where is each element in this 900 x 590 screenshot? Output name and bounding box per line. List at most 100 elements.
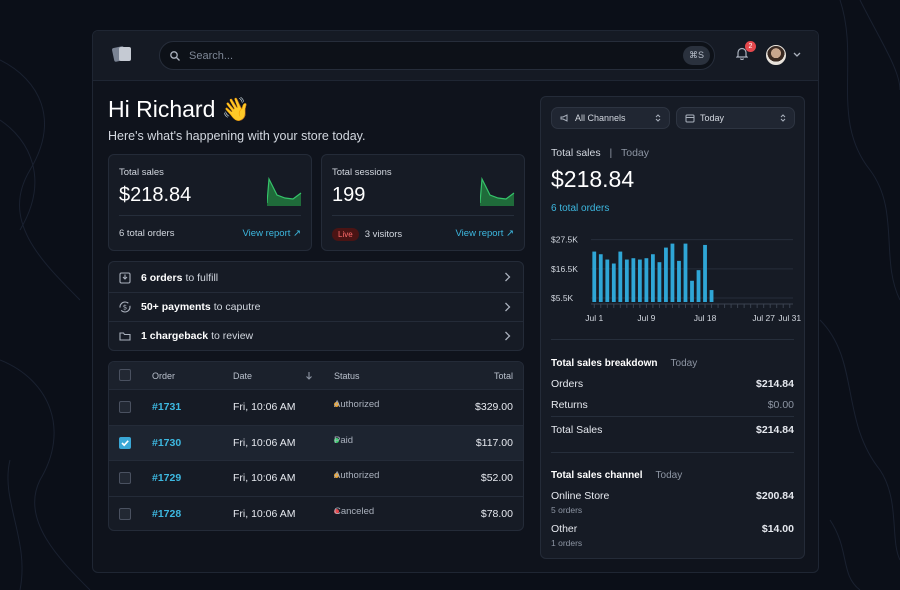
channel-row: Online Store 5 orders $200.84 bbox=[551, 490, 794, 515]
chart-bar[interactable] bbox=[624, 259, 629, 302]
page-title: Hi Richard 👋 bbox=[108, 96, 251, 122]
sales-panel: All Channels Today Total sales | Today $… bbox=[540, 96, 805, 559]
chart-bar[interactable] bbox=[651, 254, 655, 302]
view-report-link[interactable]: View report ↗ bbox=[242, 228, 301, 239]
top-bar: ⌘S 2 bbox=[93, 31, 818, 81]
chart-bar[interactable] bbox=[644, 258, 649, 302]
search-bar[interactable]: ⌘S bbox=[159, 41, 715, 70]
folder-icon bbox=[119, 332, 131, 341]
search-icon bbox=[170, 50, 180, 61]
bell-icon[interactable] bbox=[736, 47, 748, 60]
chart-bar[interactable] bbox=[592, 251, 597, 302]
stat-label: Total sessions bbox=[332, 167, 392, 178]
updown-icon bbox=[655, 114, 661, 122]
chart-bar[interactable] bbox=[709, 290, 714, 302]
table-row[interactable]: #1731 Fri, 10:06 AM Authorized $329.00 bbox=[109, 389, 523, 425]
order-date: Fri, 10:06 AM bbox=[233, 472, 296, 484]
orders-table: Order Date Status Total #1731 Fri, 10:06 … bbox=[108, 361, 524, 531]
column-status[interactable]: Status bbox=[334, 371, 360, 381]
task-count: 6 orders bbox=[141, 271, 183, 284]
chart-bar[interactable] bbox=[690, 280, 694, 302]
chart-bar[interactable] bbox=[631, 258, 636, 302]
panel-period: Today bbox=[621, 147, 650, 159]
row-checkbox[interactable] bbox=[119, 472, 131, 484]
y-tick-label: $5.5K bbox=[551, 293, 574, 303]
channel-row: Other 1 orders $14.00 bbox=[551, 523, 794, 548]
order-id-link[interactable]: #1729 bbox=[152, 472, 182, 484]
view-report-link[interactable]: View report ↗ bbox=[455, 228, 514, 239]
status-badge: Paid bbox=[334, 434, 354, 446]
chart-bar[interactable] bbox=[677, 260, 681, 302]
column-order[interactable]: Order bbox=[152, 371, 176, 381]
order-date: Fri, 10:06 AM bbox=[233, 436, 296, 449]
order-id-link[interactable]: #1731 bbox=[152, 401, 182, 413]
page-subtitle: Here's what's happening with your store … bbox=[108, 129, 366, 143]
avatar[interactable] bbox=[766, 45, 786, 65]
store-logo-icon[interactable] bbox=[111, 44, 133, 64]
task-fulfill-orders[interactable]: 6 orders to fulfill bbox=[109, 263, 523, 292]
stat-value: $218.84 bbox=[119, 184, 192, 206]
chart-bar[interactable] bbox=[618, 251, 623, 302]
column-total[interactable]: Total bbox=[493, 371, 513, 381]
chart-bar[interactable] bbox=[657, 262, 662, 302]
status-badge: Authorized bbox=[334, 399, 380, 410]
row-checkbox[interactable] bbox=[119, 507, 131, 520]
chart-bar[interactable] bbox=[670, 243, 675, 302]
order-date: Fri, 10:06 AM bbox=[233, 507, 296, 520]
search-input[interactable] bbox=[189, 49, 669, 62]
chart-bar[interactable] bbox=[611, 263, 616, 302]
order-total: $52.00 bbox=[480, 472, 513, 484]
chevron-right-icon bbox=[505, 331, 511, 341]
task-count: 1 chargeback bbox=[141, 330, 209, 342]
chart-bar[interactable] bbox=[696, 270, 701, 302]
row-checkbox[interactable] bbox=[119, 436, 131, 449]
channel-title: Total sales channel Today bbox=[551, 470, 683, 481]
order-id-link[interactable]: #1730 bbox=[152, 436, 182, 449]
select-all-checkbox[interactable] bbox=[119, 369, 131, 381]
chart-bar[interactable] bbox=[664, 247, 668, 302]
date-select[interactable]: Today bbox=[676, 107, 795, 129]
column-date[interactable]: Date bbox=[233, 371, 253, 381]
total-sales-card: Total sales $218.84 6 total orders View … bbox=[108, 154, 312, 251]
breakdown-row: Returns $0.00 bbox=[551, 399, 794, 411]
status-badge: Canceled bbox=[334, 505, 375, 517]
chart-bar[interactable] bbox=[605, 259, 610, 302]
channel-select-value: All Channels bbox=[575, 113, 626, 123]
x-tick-label: Jul 31 bbox=[778, 313, 801, 323]
table-row[interactable]: #1729 Fri, 10:06 AM Authorized $52.00 bbox=[109, 460, 523, 496]
stat-value: 199 bbox=[332, 184, 366, 206]
table-row[interactable]: #1728 Fri, 10:06 AM Canceled $78.00 bbox=[109, 495, 523, 531]
x-tick-label: Jul 1 bbox=[585, 313, 603, 323]
order-id-link[interactable]: #1728 bbox=[152, 507, 182, 520]
task-text: to caputre bbox=[213, 301, 261, 313]
breakdown-row: Total Sales $214.84 bbox=[551, 424, 794, 436]
chart-bar[interactable] bbox=[598, 254, 603, 302]
updown-icon bbox=[780, 114, 786, 122]
chart-bar[interactable] bbox=[703, 244, 707, 302]
row-checkbox[interactable] bbox=[119, 401, 131, 413]
channel-select[interactable]: All Channels bbox=[551, 107, 670, 129]
visitors-text: 3 visitors bbox=[364, 229, 403, 240]
total-sessions-card: Total sessions 199 Live 3 visitors View … bbox=[321, 154, 525, 251]
chevron-down-icon[interactable] bbox=[793, 52, 801, 58]
task-review-chargeback[interactable]: 1 chargeback to review bbox=[109, 321, 523, 350]
calendar-icon bbox=[685, 114, 695, 123]
megaphone-icon bbox=[560, 114, 568, 122]
sort-down-icon[interactable] bbox=[305, 371, 313, 380]
chart-bar[interactable] bbox=[683, 243, 688, 302]
y-tick-label: $16.5K bbox=[551, 264, 578, 274]
table-row[interactable]: #1730 Fri, 10:06 AM Paid $117.00 bbox=[109, 424, 523, 460]
task-text: to review bbox=[211, 330, 254, 342]
search-shortcut: ⌘S bbox=[682, 46, 710, 65]
notification-badge: 2 bbox=[745, 41, 756, 52]
x-tick-label: Jul 27 bbox=[752, 313, 775, 323]
task-capture-payments[interactable]: $ 50+ payments to caputre bbox=[109, 292, 523, 321]
task-list: 6 orders to fulfill $ 50+ payments to ca… bbox=[108, 261, 524, 351]
total-orders-text: 6 total orders bbox=[119, 228, 175, 239]
chevron-right-icon bbox=[505, 302, 511, 312]
order-total: $78.00 bbox=[480, 507, 513, 520]
panel-orders-link[interactable]: 6 total orders bbox=[551, 203, 610, 214]
chart-bar[interactable] bbox=[637, 259, 642, 302]
stat-label: Total sales bbox=[119, 167, 164, 178]
